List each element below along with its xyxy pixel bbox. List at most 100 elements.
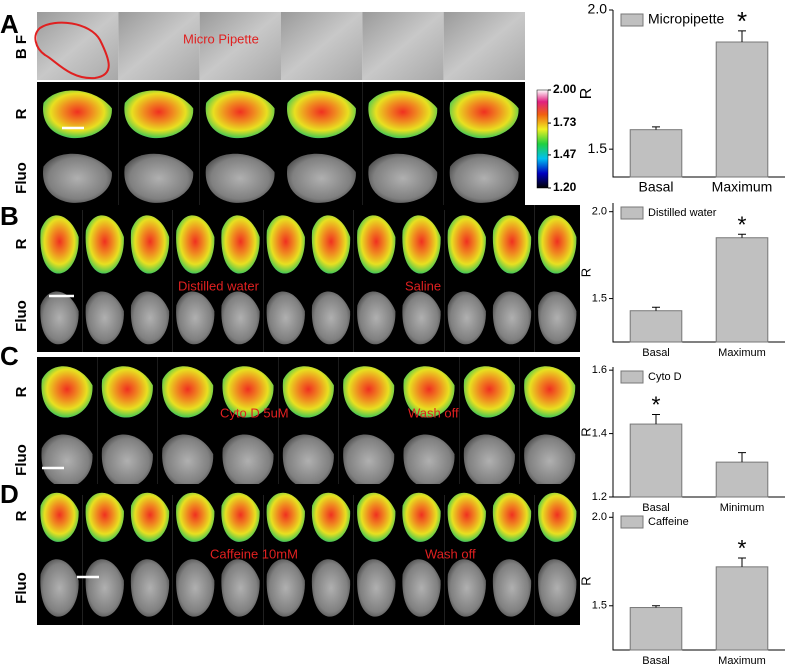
row-label: Fluo	[13, 300, 30, 332]
cell	[40, 492, 79, 542]
y-axis-label: R	[578, 427, 593, 436]
cell	[130, 291, 170, 345]
legend-label: Distilled water	[648, 207, 717, 219]
annotation: Micro Pipette	[183, 31, 259, 46]
error-bar	[738, 233, 746, 238]
cell	[449, 153, 519, 203]
legend-label: Micropipette	[648, 11, 724, 27]
cell	[463, 434, 515, 488]
y-tick-label: 1.6	[592, 364, 607, 376]
cell	[205, 153, 275, 203]
bar	[629, 607, 683, 651]
y-axis-label: R	[578, 576, 593, 585]
x-tick-label: Maximum	[712, 179, 773, 195]
y-tick-label: 1.5	[588, 140, 608, 156]
y-axis-label: R	[578, 88, 595, 100]
image-tile	[443, 12, 525, 80]
cell	[357, 559, 396, 617]
pipette-outline	[34, 21, 110, 80]
row-label: Fluo	[13, 162, 30, 194]
x-tick-label: Basal	[642, 655, 670, 664]
significance-mark: *	[652, 392, 661, 418]
legend-swatch	[620, 370, 644, 384]
cell	[43, 153, 112, 203]
image-tile	[362, 12, 444, 80]
legend-swatch	[620, 206, 644, 220]
error-bar	[738, 557, 746, 567]
cell	[124, 90, 194, 139]
micrographs	[37, 12, 580, 625]
cell	[357, 492, 396, 542]
cell	[266, 559, 305, 617]
colorbar-tick-label: 1.20	[553, 180, 577, 194]
cell	[85, 492, 124, 542]
cell	[447, 492, 486, 542]
x-tick-label: Maximum	[718, 347, 766, 359]
significance-mark: *	[738, 535, 747, 561]
y-tick-label: 2.0	[588, 1, 608, 17]
error-bar	[738, 30, 746, 43]
cell	[403, 434, 455, 488]
cell	[524, 434, 576, 488]
cell	[222, 366, 274, 418]
row-label: B F	[13, 35, 30, 59]
cell	[124, 153, 194, 203]
cell	[162, 434, 214, 488]
cell	[130, 492, 170, 542]
cell	[41, 434, 93, 488]
cell	[524, 366, 576, 418]
cell	[266, 215, 305, 274]
error-bar	[652, 306, 660, 311]
colorbar-tick-label: 1.47	[553, 147, 577, 161]
panel-letter: C	[0, 341, 19, 371]
y-tick-label: 1.2	[592, 491, 607, 503]
cell	[447, 291, 486, 345]
row-label: R	[13, 108, 30, 119]
cell	[222, 434, 274, 488]
y-tick-label: 1.4	[592, 427, 607, 439]
bar	[629, 129, 683, 178]
y-tick-label: 2.0	[592, 511, 607, 523]
cell	[221, 215, 260, 274]
error-bar	[652, 414, 660, 425]
cell	[538, 215, 577, 274]
cell	[43, 90, 112, 139]
row-label: Fluo	[13, 572, 30, 604]
cell	[402, 291, 441, 345]
colorbar-tick-label: 1.73	[553, 115, 577, 129]
cell	[221, 559, 260, 617]
x-tick-label: Basal	[638, 179, 673, 195]
annotation: Distilled water	[178, 278, 260, 293]
row-label: R	[13, 386, 30, 397]
annotation: Saline	[405, 278, 441, 293]
bar	[715, 41, 769, 178]
significance-mark: *	[738, 211, 747, 237]
cell	[101, 434, 153, 488]
cell	[311, 291, 351, 345]
bar	[629, 423, 683, 498]
y-tick-label: 1.5	[592, 600, 607, 612]
cell	[447, 215, 486, 274]
cell	[266, 291, 305, 345]
x-tick-label: Maximum	[718, 655, 766, 664]
cell	[447, 559, 486, 617]
cell	[221, 291, 260, 345]
error-bar	[652, 126, 660, 130]
x-tick-label: Basal	[642, 502, 670, 514]
cell	[311, 559, 351, 617]
bar	[715, 566, 769, 651]
cell	[492, 291, 532, 345]
cell	[538, 559, 577, 617]
cell	[40, 291, 79, 345]
cell	[176, 215, 215, 274]
cell	[40, 559, 79, 617]
cell	[287, 153, 356, 203]
cell	[368, 153, 438, 203]
cell	[130, 559, 170, 617]
cell	[41, 366, 93, 418]
cell	[266, 492, 305, 542]
y-tick-label: 1.5	[592, 292, 607, 304]
cell	[282, 366, 334, 418]
legend-label: Caffeine	[648, 516, 689, 528]
legend-swatch	[620, 13, 644, 27]
